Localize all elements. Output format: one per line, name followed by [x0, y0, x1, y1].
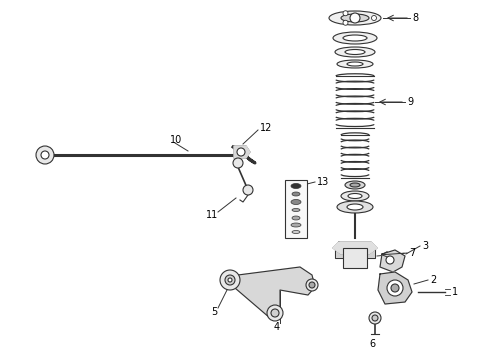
Circle shape [372, 315, 378, 321]
Ellipse shape [291, 199, 301, 204]
Polygon shape [333, 242, 377, 254]
Polygon shape [380, 250, 405, 272]
Text: 13: 13 [317, 177, 329, 187]
Ellipse shape [341, 191, 369, 201]
Circle shape [237, 148, 245, 156]
Circle shape [36, 146, 54, 164]
Ellipse shape [347, 204, 363, 210]
Circle shape [271, 309, 279, 317]
Circle shape [369, 312, 381, 324]
Circle shape [233, 158, 243, 168]
Circle shape [41, 151, 49, 159]
Ellipse shape [292, 216, 300, 220]
Ellipse shape [291, 223, 301, 227]
Text: 10: 10 [170, 135, 182, 145]
Ellipse shape [292, 192, 300, 196]
Text: 2: 2 [430, 275, 436, 285]
Ellipse shape [292, 230, 300, 234]
Ellipse shape [345, 181, 365, 189]
Ellipse shape [337, 60, 373, 68]
Polygon shape [335, 248, 343, 258]
Ellipse shape [348, 194, 362, 198]
Polygon shape [235, 267, 315, 318]
Polygon shape [378, 272, 412, 304]
Ellipse shape [292, 208, 300, 212]
Ellipse shape [333, 32, 377, 44]
Ellipse shape [343, 35, 367, 41]
Circle shape [350, 13, 360, 23]
Circle shape [343, 11, 348, 16]
Ellipse shape [347, 62, 363, 66]
Ellipse shape [345, 50, 365, 54]
Text: 8: 8 [412, 13, 418, 23]
Circle shape [267, 305, 283, 321]
Text: 5: 5 [211, 307, 217, 317]
Text: 7: 7 [409, 248, 415, 258]
Circle shape [343, 20, 348, 25]
Ellipse shape [329, 11, 381, 25]
Text: 4: 4 [274, 322, 280, 332]
Bar [285, 180, 307, 238]
Ellipse shape [335, 47, 375, 57]
Circle shape [371, 15, 376, 21]
Text: 3: 3 [422, 241, 428, 251]
Text: 9: 9 [407, 97, 413, 107]
Bar [343, 248, 367, 268]
Circle shape [391, 284, 399, 292]
Circle shape [228, 278, 232, 282]
Circle shape [309, 282, 315, 288]
Circle shape [243, 185, 253, 195]
Ellipse shape [350, 183, 360, 187]
Polygon shape [234, 146, 250, 158]
Text: 1: 1 [452, 287, 458, 297]
Circle shape [220, 270, 240, 290]
Ellipse shape [341, 14, 369, 22]
Circle shape [387, 280, 403, 296]
Text: 6: 6 [369, 339, 375, 349]
Circle shape [306, 279, 318, 291]
Ellipse shape [291, 184, 301, 189]
Circle shape [386, 256, 394, 264]
Polygon shape [367, 248, 375, 258]
Ellipse shape [337, 201, 373, 213]
Text: 11: 11 [206, 210, 218, 220]
Circle shape [225, 275, 235, 285]
Text: 12: 12 [260, 123, 272, 133]
FancyArrowPatch shape [286, 183, 306, 235]
